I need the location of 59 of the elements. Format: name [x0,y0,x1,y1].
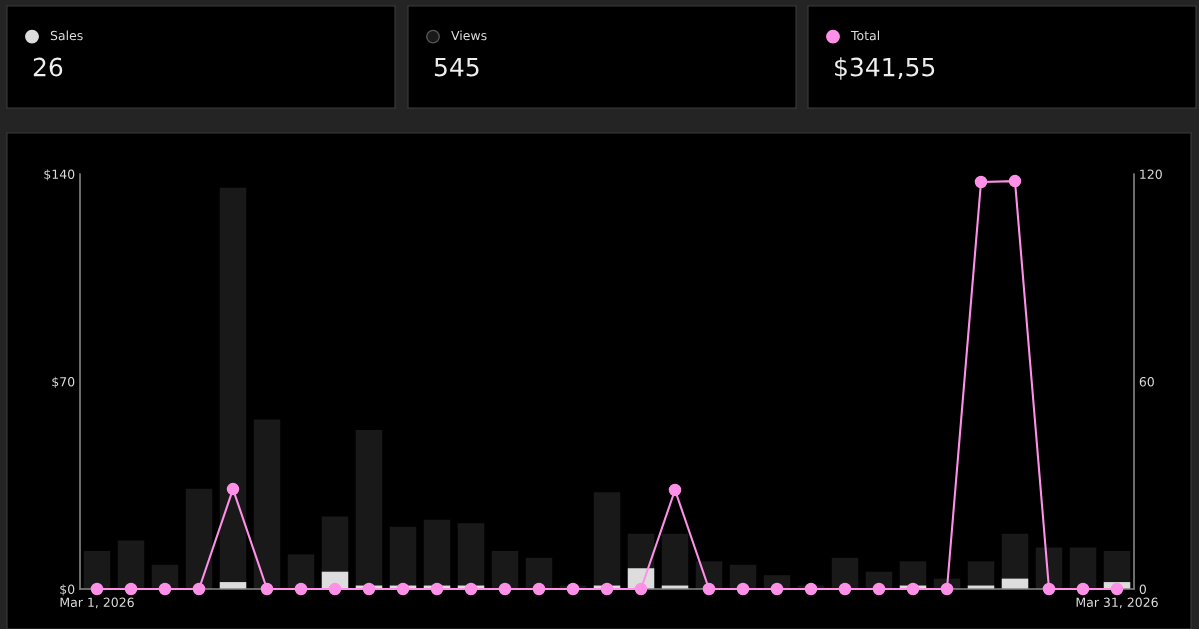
text: $341,55 [835,57,935,80]
point [498,582,512,596]
text: Total [850,30,880,41]
point [906,582,920,596]
point [940,582,954,596]
point [1110,582,1124,596]
y2-tick-label: 60 [1139,376,1154,387]
bar [253,419,281,589]
bar [491,550,519,589]
point [260,582,274,596]
point [838,582,852,596]
point [124,582,138,596]
point [294,582,308,596]
y-tick-label: $70 [52,376,75,389]
bar [1069,547,1097,589]
y2-tick-label: 0 [1139,584,1146,594]
point [804,582,818,596]
point [430,582,444,596]
point [1076,582,1090,596]
point [736,582,750,596]
bar [661,533,689,589]
y2-tick-label: 120 [1140,169,1162,179]
bar [287,554,315,589]
point [974,175,988,189]
point [1008,174,1022,188]
point [566,582,580,596]
point [532,582,546,596]
y-tick-label: $0 [60,584,75,596]
point [226,482,240,496]
text: Sales [50,30,83,41]
text: 545 [434,57,479,77]
bar [593,492,621,589]
point [396,582,410,596]
x-tick-label: Mar 1, 2026 [60,597,134,609]
point [668,483,682,497]
point [362,582,376,596]
bar [967,561,995,589]
point [634,582,648,596]
point [90,582,104,596]
bar [117,540,145,589]
point [1042,582,1056,596]
point [702,582,716,596]
bar [355,429,383,589]
point [872,582,886,596]
point [328,582,342,596]
point [158,582,172,596]
bar [423,519,451,589]
point [770,582,784,596]
text: Views [451,30,487,41]
point [192,582,206,596]
bar [83,550,111,589]
point [600,582,614,596]
text: 26 [33,57,63,77]
bar [185,488,213,589]
y-tick-label: $140 [44,169,75,181]
x-tick-label: Mar 31, 2026 [1076,597,1158,609]
point [464,582,478,596]
bar [389,526,417,589]
bar [457,523,485,589]
